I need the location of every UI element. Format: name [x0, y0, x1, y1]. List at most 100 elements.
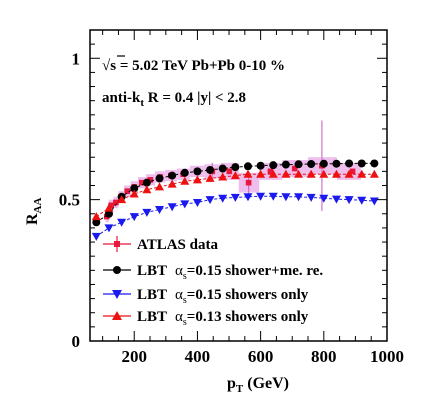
legend-me-marker [113, 266, 121, 274]
lbt-me-point [332, 159, 341, 168]
lbt-me-point [130, 184, 139, 193]
lbt-showers013-point [331, 169, 341, 178]
legend-showers013-marker [112, 311, 122, 320]
lbt-showers015-point [256, 192, 266, 201]
lbt-showers013-point [91, 212, 101, 221]
lbt-showers013-point [306, 169, 316, 178]
series-line [96, 195, 375, 237]
x-tick-label: 200 [121, 347, 147, 366]
legend: ATLAS data LBT αs=0.15 shower+me. re. LBT… [103, 236, 323, 328]
legend-entry-lbt-015-showers: LBT αs=0.15 showers only [103, 287, 309, 306]
lbt-me-point [193, 167, 202, 176]
legend-showers015-suffix: =0.15 showers only [187, 287, 309, 303]
y-axis-title-sub: AA [32, 197, 44, 213]
lbt-showers015-point [142, 208, 152, 217]
atlas-point [147, 177, 154, 183]
ticks-layer: 200 400 600 800 1000 0 0.5 1 [59, 30, 404, 366]
lbt-showers015-point [268, 192, 278, 201]
x-axis-title: pT (GeV) [227, 375, 289, 395]
x-axis-title-main: p [227, 375, 236, 392]
lbt-showers013-point [344, 169, 354, 178]
lbt-showers015-point [357, 196, 367, 205]
lbt-showers013-point [180, 176, 190, 185]
lbt-showers013-point [218, 172, 228, 181]
annotation-jet-part1: anti-k [102, 90, 141, 106]
lbt-me-point [243, 162, 252, 171]
lbt-me-point [370, 159, 379, 168]
lbt-showers015-point [319, 194, 329, 203]
annotation-jet: anti-kt R = 0.4 |y| < 2.8 [102, 90, 246, 109]
lbt-me-point [218, 164, 227, 173]
annotation-jet-part2: R = 0.4 |y| < 2.8 [144, 90, 246, 106]
annotation-energy: √s = 5.02 TeV Pb+Pb 0-10 % [102, 58, 285, 74]
lbt-me-point [142, 178, 151, 187]
lbt-showers015-point [230, 193, 240, 202]
legend-me-suffix: =0.15 shower+me. re. [187, 263, 324, 279]
series-layer [91, 120, 379, 241]
lbt-showers013-point [167, 179, 177, 188]
lbt-showers015-point [155, 206, 165, 215]
lbt-showers013-point [155, 182, 165, 191]
legend-entry-lbt-013-showers: LBT αs=0.13 showers only [103, 309, 309, 328]
x-axis-title-sub: T [236, 383, 244, 395]
lbt-showers013-point [205, 173, 215, 182]
atlas-point [139, 179, 145, 186]
lbt-showers013-point [117, 195, 127, 204]
lbt-me-point [92, 218, 101, 227]
lbt-showers015-point [294, 193, 304, 202]
lbt-showers013-point [230, 171, 240, 180]
lbt-me-point [231, 163, 240, 172]
lbt-me-point [294, 160, 303, 169]
lbt-showers013-point [104, 203, 114, 212]
x-tick-label: 1000 [370, 347, 404, 366]
legend-atlas-marker [114, 241, 120, 247]
atlas-point [226, 168, 233, 175]
lbt-showers013-point [256, 169, 266, 178]
lbt-showers013-point [129, 189, 139, 198]
legend-showers015-alpha: α [175, 287, 183, 303]
lbt-showers015-point [344, 196, 354, 205]
legend-entry-atlas: ATLAS data [103, 236, 218, 253]
y-tick-label: 0 [72, 332, 81, 351]
legend-me-sub: s [183, 271, 187, 282]
legend-showers013-alpha: α [175, 309, 183, 325]
lbt-showers015-point [369, 197, 379, 206]
lbt-showers013-point [268, 169, 278, 178]
series-3 [91, 169, 379, 221]
annotation-energy-text: = 5.02 TeV Pb+Pb 0-10 % [116, 58, 285, 74]
lbt-showers015-point [180, 200, 190, 209]
atlas-point [113, 199, 119, 206]
x-axis-title-unit: (GeV) [243, 375, 289, 392]
atlas-point [291, 165, 298, 172]
legend-me-prefix: LBT [137, 263, 167, 279]
lbt-showers015-point [281, 193, 291, 202]
lbt-me-point [206, 165, 215, 174]
lbt-me-point [345, 159, 354, 168]
legend-showers015-sub: s [183, 295, 187, 306]
atlas-point [349, 168, 356, 175]
lbt-showers013-point [142, 185, 152, 194]
legend-showers013-sub: s [183, 317, 187, 328]
lbt-showers015-point [192, 198, 202, 207]
lbt-showers015-point [104, 224, 114, 233]
y-tick-label: 1 [72, 49, 81, 68]
atlas-point [245, 179, 252, 186]
lbt-me-point [307, 160, 316, 169]
annotation-energy-sqrt: √s [102, 58, 116, 74]
atlas-point [267, 168, 274, 175]
x-tick-label: 600 [248, 347, 274, 366]
legend-showers013-suffix: =0.13 showers only [187, 309, 309, 325]
lbt-me-point [104, 209, 113, 218]
lbt-showers013-point [281, 169, 291, 178]
lbt-me-point [281, 160, 290, 169]
lbt-me-point [357, 159, 366, 168]
x-tick-label: 800 [311, 347, 337, 366]
lbt-showers015-point [306, 193, 316, 202]
y-axis-title-main: R [24, 213, 41, 225]
lbt-showers015-point [91, 232, 101, 241]
lbt-showers013-point [319, 169, 329, 178]
lbt-showers013-point [294, 169, 304, 178]
y-axis-title: RAA [24, 197, 44, 225]
legend-entry-lbt-015-me: LBT αs=0.15 shower+me. re. [103, 263, 323, 282]
